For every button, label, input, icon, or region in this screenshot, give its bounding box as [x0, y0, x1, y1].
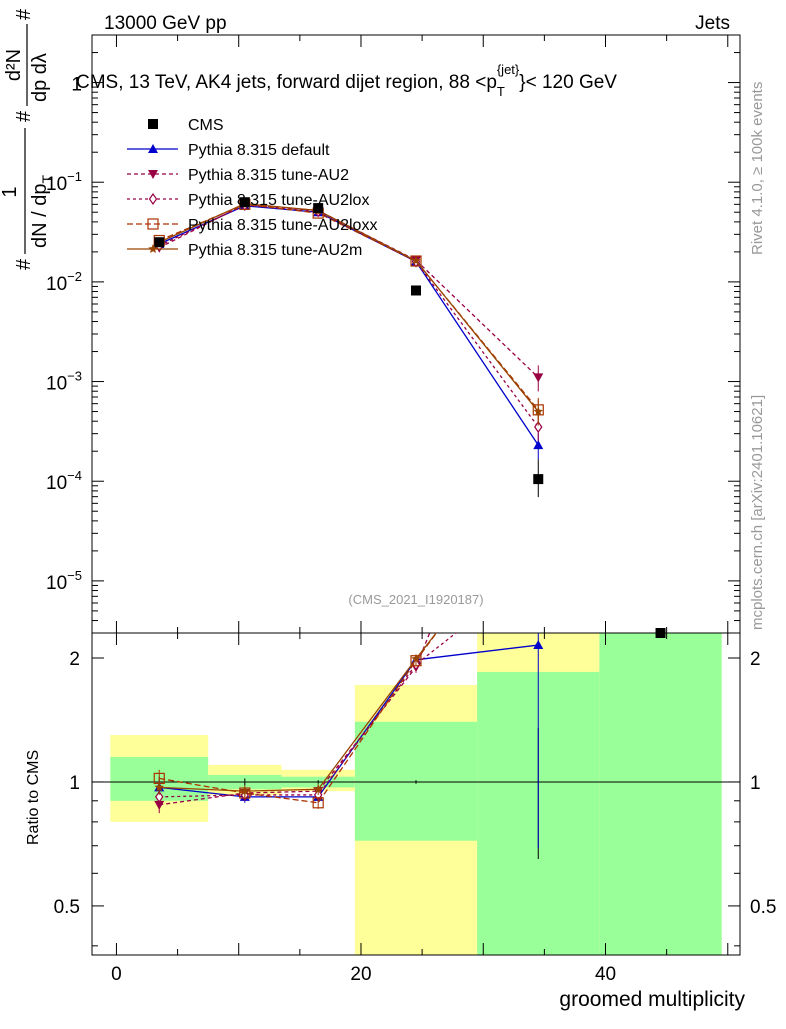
main-series-point — [411, 255, 421, 265]
title-sup: {jet} — [497, 62, 520, 77]
legend-marker — [148, 192, 158, 206]
title-main-part: CMS, 13 TeV, AK4 jets, forward dijet reg… — [76, 72, 497, 93]
cms-data-point — [154, 237, 165, 248]
main-series-line — [158, 204, 539, 428]
main-series-line — [158, 202, 539, 412]
ratio-y-tick-label-right: 2 — [750, 649, 761, 670]
cms-data-point — [655, 628, 666, 638]
ratio-y-tick-label-left: 1 — [69, 773, 80, 794]
title-sub: T — [497, 84, 505, 99]
title-end: }< 120 GeV — [519, 72, 617, 93]
cms-data-point — [239, 197, 250, 208]
legend-marker — [148, 170, 158, 179]
header-right-label: Jets — [695, 13, 730, 34]
main-y-axis-label: # 1 dN / dpT # d²N dp dλ # — [0, 8, 55, 270]
ratio-series-line — [159, 633, 438, 804]
ratio-series-point — [533, 640, 544, 650]
ratio-y-tick-label-right: 0.5 — [750, 897, 776, 918]
y-label-hash2: # — [13, 110, 35, 122]
main-y-tick-label: 1 — [71, 75, 82, 96]
y-label-num-main: 1 — [0, 186, 21, 197]
legend-label: Pythia 8.315 tune-AU2m — [188, 242, 362, 259]
ratio-uncertainty-bands — [110, 633, 722, 955]
header-left-label: 13000 GeV pp — [104, 13, 227, 34]
x-tick-label: 0 — [111, 964, 122, 985]
ratio-series-point — [534, 496, 544, 505]
main-series-point — [534, 420, 543, 434]
y-label-hash3: # — [13, 8, 35, 20]
ratio-plot-frame — [91, 632, 741, 956]
rivet-label: Rivet 4.1.0, ≥ 100k events — [749, 82, 766, 255]
analysis-id-label: (CMS_2021_I1920187) — [348, 592, 483, 607]
y-label-num2: d²N — [3, 49, 25, 81]
legend-marker — [148, 119, 158, 129]
main-y-tick-label: 10−1 — [46, 169, 82, 195]
ratio-series-point — [312, 797, 324, 809]
ratio-y-axis-label: Ratio to CMS — [25, 750, 42, 845]
legend-marker — [148, 144, 158, 153]
x-axis-label: groomed multiplicity — [559, 988, 745, 1011]
cms-data-point — [411, 285, 421, 296]
y-label-hash1: # — [13, 258, 35, 270]
main-plot-title: CMS, 13 TeV, AK4 jets, forward dijet reg… — [76, 62, 617, 99]
cms-data-point — [313, 203, 324, 214]
main-series-line — [158, 203, 539, 411]
legend-label: Pythia 8.315 default — [188, 142, 330, 159]
x-tick-label: 40 — [595, 964, 616, 985]
main-y-axis: 10−5 10−4 10−3 10−2 10−1 1 — [46, 34, 740, 634]
ratio-series-point — [154, 800, 165, 810]
main-y-tick-label: 10−2 — [46, 269, 82, 295]
legend-marker — [147, 218, 159, 230]
ratio-y-tick-label-left: 2 — [69, 649, 80, 670]
legend: CMS Pythia 8.315 default Pythia 8.315 tune… — [127, 117, 377, 259]
main-y-tick-label: 10−5 — [46, 568, 82, 594]
main-series — [153, 198, 544, 460]
main-series-point — [533, 440, 544, 450]
ratio-series — [153, 357, 544, 859]
ratio-series-point — [313, 784, 323, 794]
ratio-series-point — [533, 357, 543, 366]
ratio-series-point — [535, 563, 542, 573]
main-series-point — [533, 406, 544, 416]
legend-label: Pythia 8.315 tune-AU2loxx — [188, 217, 377, 234]
y-label-den2: dp dλ — [29, 53, 51, 102]
x-tick-label: 20 — [350, 964, 371, 985]
ratio-series-point — [411, 653, 421, 663]
legend-label: CMS — [188, 117, 224, 134]
x-axis: 0 20 40 — [111, 35, 729, 985]
ratio-y-tick-label-right: 1 — [750, 773, 761, 794]
legend-marker — [148, 244, 158, 254]
y-label-den-main: dN / dpT — [29, 175, 55, 248]
cms-data-points — [154, 197, 666, 638]
legend-label: Pythia 8.315 tune-AU2lox — [188, 192, 369, 209]
cms-data-point — [533, 474, 544, 485]
mcplots-label: mcplots.cern.ch [arXiv:2401.10621] — [749, 395, 766, 630]
main-series-point — [533, 373, 544, 383]
ratio-series-point — [240, 786, 250, 796]
legend-label: Pythia 8.315 tune-AU2 — [188, 167, 349, 184]
ratio-series-point — [154, 782, 165, 792]
inner-band-bin — [599, 633, 722, 955]
ratio-y-tick-label-left: 0.5 — [54, 897, 80, 918]
main-y-tick-label: 10−3 — [46, 369, 82, 395]
ratio-series-line — [159, 633, 431, 806]
ratio-series-point — [155, 790, 164, 803]
main-y-tick-label: 10−4 — [46, 468, 82, 494]
